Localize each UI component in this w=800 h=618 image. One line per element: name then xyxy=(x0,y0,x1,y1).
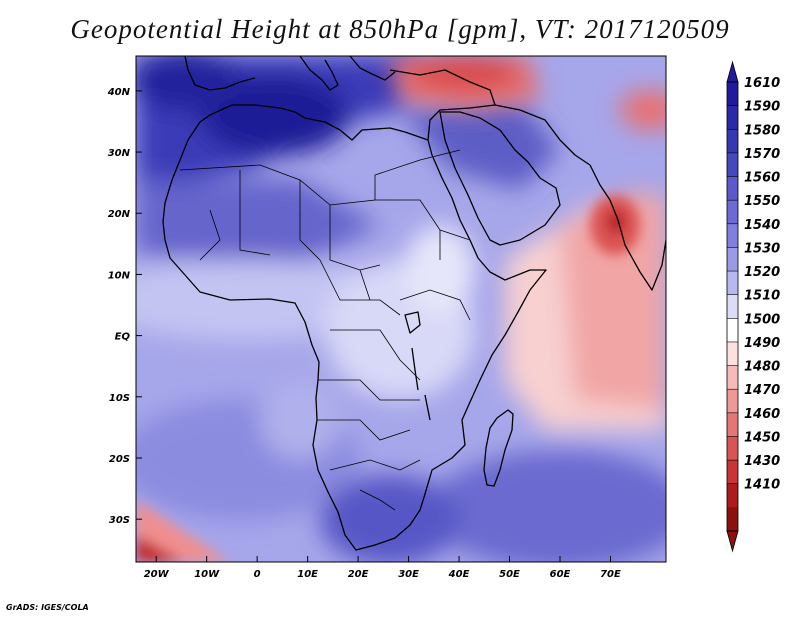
latitude-axis: 40N 30N 20N 10N EQ 10S 20S 30S xyxy=(107,87,142,526)
colorbar-swatch xyxy=(727,247,738,272)
colorbar-label: 1610 xyxy=(744,76,780,91)
colorbar-swatch xyxy=(727,271,738,296)
colorbar-bottom-arrow xyxy=(726,530,739,553)
colorbar-label: 1470 xyxy=(744,383,780,398)
colorbar-label: 1580 xyxy=(744,123,780,138)
lat-tick-label: 20S xyxy=(109,454,130,465)
lat-tick-label: 30S xyxy=(109,515,130,526)
colorbar-swatch xyxy=(727,105,738,130)
colorbar-label: 1460 xyxy=(744,407,780,422)
lat-tick-label: 30N xyxy=(108,148,131,159)
lon-tick-label: 70E xyxy=(600,569,621,580)
colorbar-label: 1430 xyxy=(744,454,780,469)
lat-tick-label: 20N xyxy=(108,209,131,220)
lat-tick-label: 10S xyxy=(109,393,130,404)
lon-tick-label: 50E xyxy=(499,569,520,580)
colorbar-swatch xyxy=(727,483,738,508)
longitude-axis: 20W 10W 0 10E 20E 30E 40E 50E 60E 70E xyxy=(144,556,621,580)
colorbar-label: 1590 xyxy=(744,100,780,115)
lat-tick-label: EQ xyxy=(115,332,131,343)
colorbar-swatch xyxy=(727,176,738,201)
colorbar-swatch xyxy=(727,436,738,461)
colorbar-swatch xyxy=(727,82,738,107)
lon-tick-label: 40E xyxy=(448,569,470,580)
lat-tick-label: 10N xyxy=(108,270,131,281)
colorbar-label: 1570 xyxy=(744,147,780,162)
country-borders xyxy=(179,149,471,511)
colorbar-label: 1490 xyxy=(744,336,780,351)
colorbar-swatch xyxy=(727,200,738,225)
lon-tick-label: 30E xyxy=(398,569,419,580)
colorbar-label: 1560 xyxy=(744,171,780,186)
colorbar-swatch xyxy=(727,507,738,532)
colorbar-swatch xyxy=(727,152,738,177)
credit-text: GrADS: IGES/COLA xyxy=(6,603,89,612)
colorbar-swatch xyxy=(727,129,738,154)
colorbar-swatch xyxy=(727,460,738,485)
colorbar-swatch xyxy=(727,294,738,319)
colorbar-label: 1530 xyxy=(744,241,780,256)
colorbar-label: 1450 xyxy=(744,430,780,445)
lon-tick-label: 0 xyxy=(254,569,261,580)
colorbar-label: 1410 xyxy=(744,478,780,493)
lon-tick-label: 60E xyxy=(550,569,571,580)
colorbar: 1610 1590 1580 1570 1560 1550 1540 1530 1520 1510… xyxy=(726,60,780,553)
colorbar-label: 1480 xyxy=(744,360,780,375)
colorbar-swatch xyxy=(727,412,738,437)
colorbar-label: 1550 xyxy=(744,194,780,209)
lon-tick-label: 10W xyxy=(194,569,220,580)
colorbar-label: 1500 xyxy=(744,312,780,327)
colorbar-top-arrow xyxy=(726,60,739,83)
colorbar-swatch xyxy=(727,389,738,414)
plot-frame xyxy=(135,55,667,563)
colorbar-swatch xyxy=(727,223,738,248)
lat-tick-label: 40N xyxy=(107,87,131,98)
lon-tick-label: 20W xyxy=(144,569,170,580)
colorbar-swatch xyxy=(727,365,738,390)
coastlines xyxy=(162,56,666,551)
lon-tick-label: 20E xyxy=(348,569,369,580)
map-title: Geopotential Height at 850hPa [gpm], VT:… xyxy=(70,14,730,44)
lon-tick-label: 10E xyxy=(297,569,318,580)
colorbar-swatch xyxy=(727,341,738,366)
colorbar-label: 1510 xyxy=(744,289,780,304)
colorbar-swatch xyxy=(727,318,738,343)
colorbar-label: 1520 xyxy=(744,265,780,280)
colorbar-label: 1540 xyxy=(744,218,780,233)
